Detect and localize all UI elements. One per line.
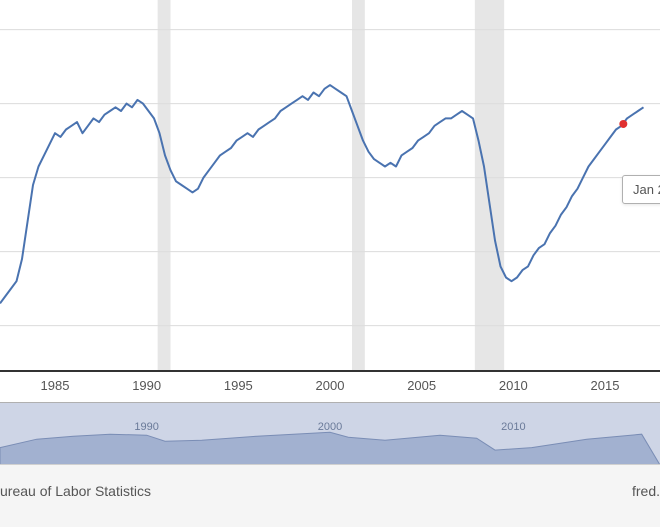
navigator-tick-label: 1990	[134, 421, 158, 433]
x-tick-label: 2005	[407, 378, 436, 393]
data-series-line	[0, 85, 644, 303]
site-text: fred.	[632, 483, 660, 499]
navigator-tick-label: 2010	[501, 421, 525, 433]
x-tick-label: 2000	[316, 378, 345, 393]
tooltip-text: Jan 2	[633, 182, 660, 197]
main-chart	[0, 0, 660, 370]
x-tick-label: 2015	[591, 378, 620, 393]
navigator-tick-label: 2000	[318, 421, 342, 433]
highlight-point	[619, 120, 627, 128]
recession-band	[158, 0, 171, 370]
x-tick-label: 1985	[41, 378, 70, 393]
recession-band	[475, 0, 504, 370]
x-tick-label: 1995	[224, 378, 253, 393]
source-text: ureau of Labor Statistics	[0, 483, 151, 499]
x-tick-label: 2010	[499, 378, 528, 393]
chart-container: Jan 2 1985 1990 1995 2000 2005 2010 2015 1990 2…	[0, 0, 660, 528]
x-tick-label: 1990	[132, 378, 161, 393]
chart-tooltip: Jan 2	[622, 175, 660, 204]
navigator[interactable]: 1990 2000 2010	[0, 402, 660, 465]
navigator-area	[0, 432, 660, 465]
footer: ureau of Labor Statistics fred.	[0, 464, 660, 527]
recession-band	[352, 0, 365, 370]
x-axis: 1985 1990 1995 2000 2005 2010 2015	[0, 370, 660, 402]
navigator-chart	[0, 403, 660, 465]
